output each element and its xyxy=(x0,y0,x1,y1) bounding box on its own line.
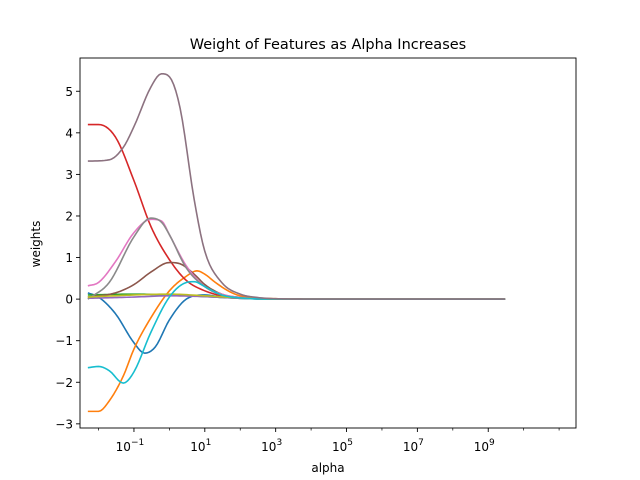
chart-title: Weight of Features as Alpha Increases xyxy=(190,37,466,53)
y-tick-label: 3 xyxy=(65,168,73,182)
y-tick-label: 4 xyxy=(65,126,73,140)
y-axis-label: weights xyxy=(29,221,43,268)
y-tick-label: −3 xyxy=(55,417,73,431)
y-tick-label: 5 xyxy=(65,85,73,99)
x-axis-label: alpha xyxy=(311,461,344,475)
plot-frame xyxy=(79,57,577,429)
y-tick-label: 0 xyxy=(65,293,73,307)
y-tick-label: −1 xyxy=(55,334,73,348)
series-line-11 xyxy=(87,73,506,300)
y-tick-label: −2 xyxy=(55,376,73,390)
y-tick-label: 2 xyxy=(65,209,73,223)
series-layer xyxy=(87,73,506,413)
y-tick-label: 1 xyxy=(65,251,73,265)
